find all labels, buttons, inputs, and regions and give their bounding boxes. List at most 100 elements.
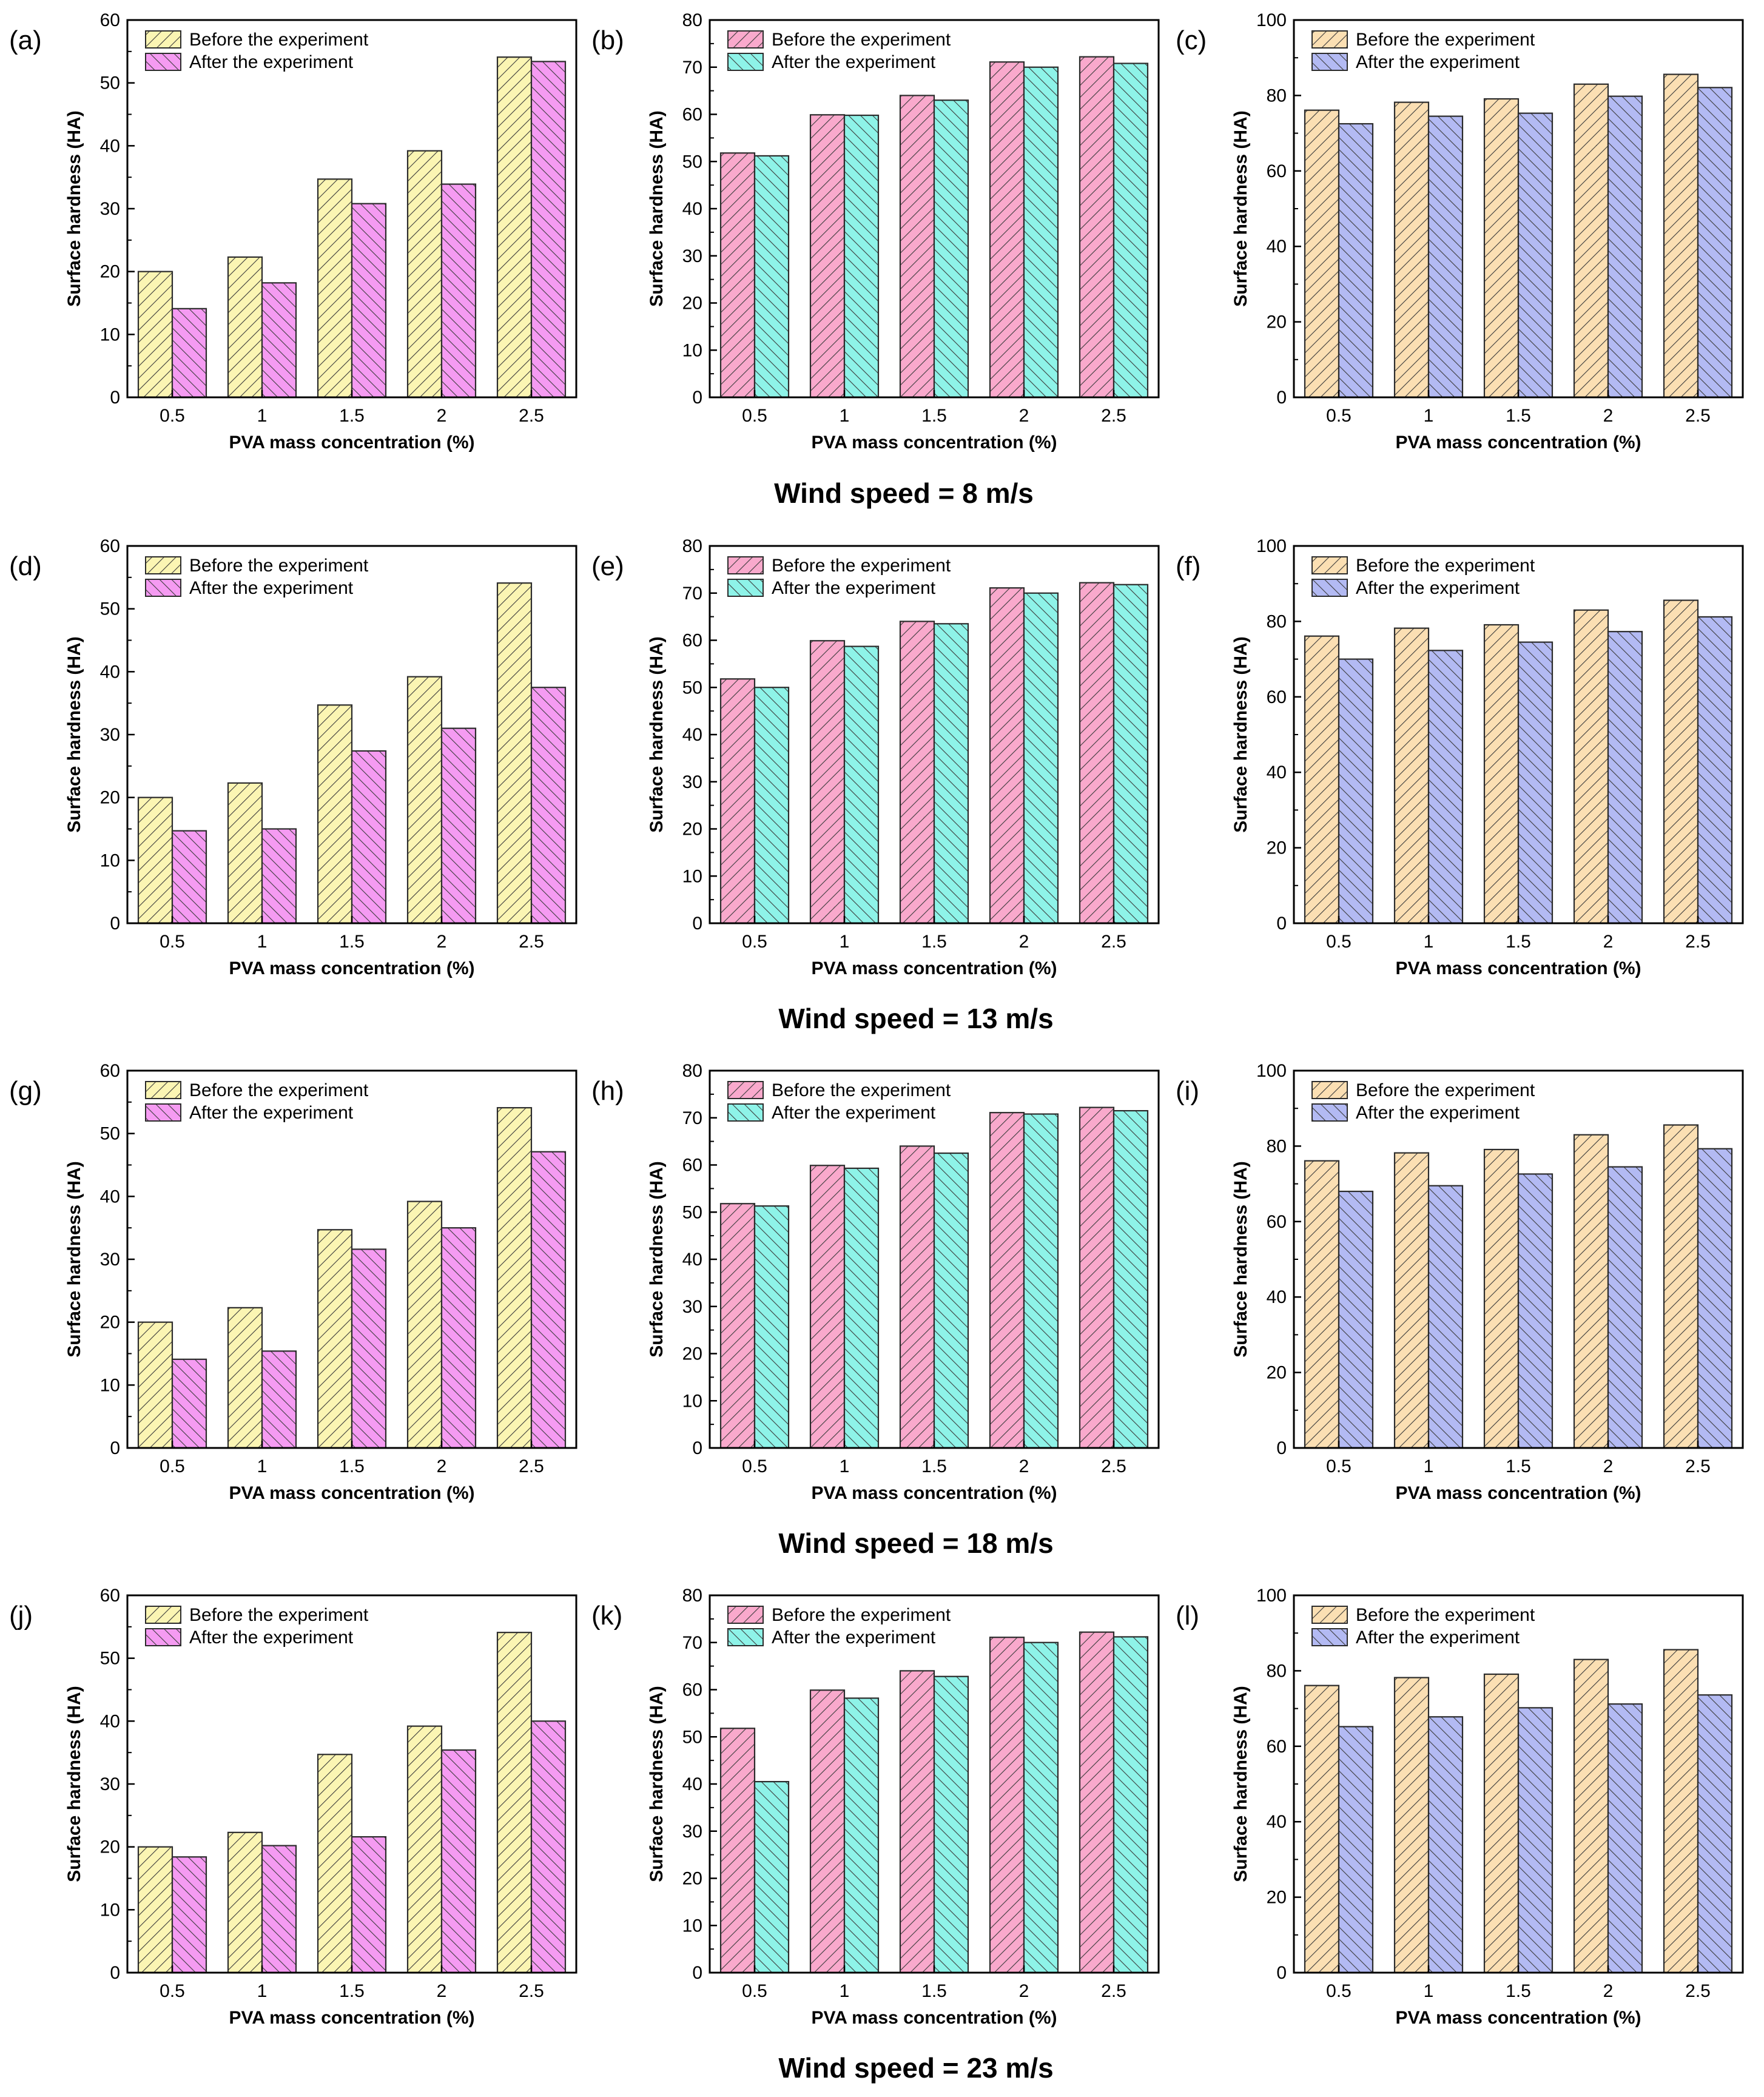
bar-before xyxy=(496,582,533,924)
bar-before xyxy=(137,1846,173,1974)
y-tick-label: 0 xyxy=(1276,1438,1287,1458)
plot-frame xyxy=(1293,1594,1744,1974)
x-axis-title: PVA mass concentration (%) xyxy=(229,1483,474,1503)
bar-before xyxy=(406,1200,443,1449)
y-tick-label: 40 xyxy=(1267,1812,1287,1832)
y-tick-label: 50 xyxy=(682,678,702,698)
bar-before xyxy=(809,640,846,924)
bar-before xyxy=(899,621,935,924)
y-tick-label: 0 xyxy=(110,914,120,934)
x-tick-label: 2 xyxy=(437,1981,447,2001)
x-tick-label: 2 xyxy=(1603,1981,1614,2001)
bar-after xyxy=(1607,95,1643,399)
bar-after xyxy=(1697,1148,1733,1449)
y-axis-title: Surface hardness (HA) xyxy=(1231,1161,1251,1357)
bar-before xyxy=(1393,1677,1430,1974)
y-tick-label: 20 xyxy=(100,262,120,282)
bar-after xyxy=(753,155,790,399)
x-tick-label: 1 xyxy=(257,1456,268,1476)
y-tick-label: 60 xyxy=(100,1061,120,1081)
legend-swatch xyxy=(145,1103,181,1122)
bar-before xyxy=(227,1831,263,1974)
chart-panel: (f) 0 20 40 60 80 100 0.5 1 1.5 2 2.5 PVA mass conce… xyxy=(1176,536,1744,978)
x-axis-title: PVA mass concentration (%) xyxy=(229,433,474,453)
bar-before xyxy=(899,95,935,399)
bar-before xyxy=(1483,624,1520,924)
bar-after xyxy=(1338,1726,1374,1974)
bar-after xyxy=(1023,592,1059,924)
legend-label: Before the experiment xyxy=(189,1080,369,1100)
chart-panel: (l) 0 20 40 60 80 100 0.5 1 1.5 2 2.5 PVA mass conce… xyxy=(1176,1586,1744,2028)
bar-after xyxy=(1338,1190,1374,1449)
panel-label: (b) xyxy=(591,25,624,55)
bar-before xyxy=(406,676,443,924)
x-tick-label: 2.5 xyxy=(1685,932,1711,952)
x-tick-label: 1 xyxy=(257,1981,268,2001)
bar-before xyxy=(496,56,533,399)
chart-panel: (k) 0 10 20 30 40 50 60 70 80 0.5 1 1.5 2 2.5 PVA mass … xyxy=(591,1586,1160,2028)
panel-label: (d) xyxy=(9,551,42,581)
legend-swatch xyxy=(145,53,181,71)
bar-after xyxy=(261,282,297,399)
x-tick-label: 1.5 xyxy=(1506,406,1531,426)
y-tick-label: 20 xyxy=(1267,1363,1287,1383)
y-tick-label: 50 xyxy=(100,599,120,619)
chart-panel: (c) 0 20 40 60 80 100 0.5 1 1.5 2 2.5 PVA mass conce… xyxy=(1176,10,1744,453)
y-axis-title: Surface hardness (HA) xyxy=(647,1161,667,1357)
chart-panel: (h) 0 10 20 30 40 50 60 70 80 0.5 1 1.5 2 2.5 PVA mass … xyxy=(591,1061,1160,1503)
plot-frame xyxy=(126,545,577,924)
bar-before xyxy=(1573,1134,1609,1449)
x-axis-title: PVA mass concentration (%) xyxy=(1395,2008,1641,2028)
y-tick-label: 20 xyxy=(1267,1888,1287,1908)
x-axis-title: PVA mass concentration (%) xyxy=(811,433,1057,453)
bar-after xyxy=(171,830,207,924)
y-tick-label: 50 xyxy=(682,1202,702,1222)
y-tick-label: 80 xyxy=(682,10,702,30)
chart-panel: (j) 0 10 20 30 40 50 60 0.5 1 1.5 2 2.5 PVA mass conc… xyxy=(9,1586,577,2028)
legend-swatch xyxy=(727,1628,764,1646)
legend-label: After the experiment xyxy=(772,578,936,598)
bar-before xyxy=(1483,1673,1520,1974)
x-tick-label: 1.5 xyxy=(339,406,365,426)
legend-label: Before the experiment xyxy=(1356,1080,1535,1100)
bar-after xyxy=(1607,1166,1643,1449)
x-tick-label: 2.5 xyxy=(1685,406,1711,426)
bar-after xyxy=(261,1845,297,1974)
y-tick-label: 40 xyxy=(682,725,702,745)
x-tick-label: 2 xyxy=(1019,1456,1029,1476)
bar-before xyxy=(719,152,756,399)
x-tick-label: 1.5 xyxy=(1506,932,1531,952)
legend-label: Before the experiment xyxy=(772,556,951,576)
bar-after xyxy=(261,828,297,924)
y-tick-label: 0 xyxy=(692,914,702,934)
bar-before xyxy=(1393,1152,1430,1449)
plot-frame xyxy=(1293,1069,1744,1449)
y-tick-label: 60 xyxy=(1267,1212,1287,1232)
bar-after xyxy=(1517,641,1554,924)
bar-after xyxy=(1607,1703,1643,1974)
bar-before xyxy=(719,1728,756,1974)
bar-before xyxy=(989,1112,1025,1449)
y-tick-label: 30 xyxy=(100,1250,120,1270)
bar-after xyxy=(1427,1716,1464,1974)
y-tick-label: 80 xyxy=(682,536,702,556)
x-tick-label: 0.5 xyxy=(742,932,767,952)
bar-after xyxy=(171,1856,207,1974)
y-axis-title: Surface hardness (HA) xyxy=(647,636,667,832)
x-tick-label: 0.5 xyxy=(742,406,767,426)
legend-label: Before the experiment xyxy=(1356,556,1535,576)
bar-before xyxy=(1663,73,1699,399)
x-tick-label: 0.5 xyxy=(160,1456,185,1476)
legend-label: After the experiment xyxy=(1356,1627,1520,1648)
y-tick-label: 30 xyxy=(100,199,120,219)
x-tick-label: 0.5 xyxy=(1326,932,1352,952)
legend-swatch xyxy=(1311,1628,1348,1646)
bar-before xyxy=(1573,609,1609,924)
y-tick-label: 40 xyxy=(1267,762,1287,783)
bar-after xyxy=(530,61,567,399)
y-tick-label: 10 xyxy=(100,325,120,345)
y-tick-label: 60 xyxy=(100,1586,120,1606)
bar-before xyxy=(1304,1160,1340,1449)
bar-before xyxy=(1079,1631,1115,1974)
